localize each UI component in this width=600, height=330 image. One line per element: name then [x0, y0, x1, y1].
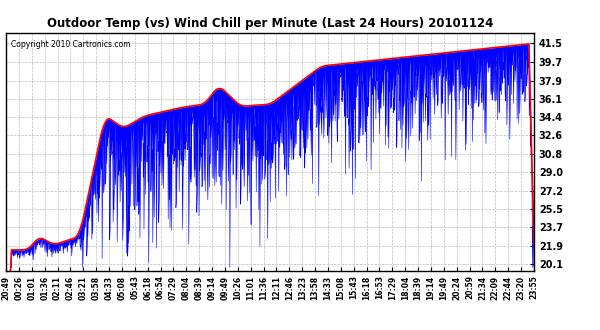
Title: Outdoor Temp (vs) Wind Chill per Minute (Last 24 Hours) 20101124: Outdoor Temp (vs) Wind Chill per Minute …: [47, 17, 493, 30]
Text: Copyright 2010 Cartronics.com: Copyright 2010 Cartronics.com: [11, 40, 131, 49]
